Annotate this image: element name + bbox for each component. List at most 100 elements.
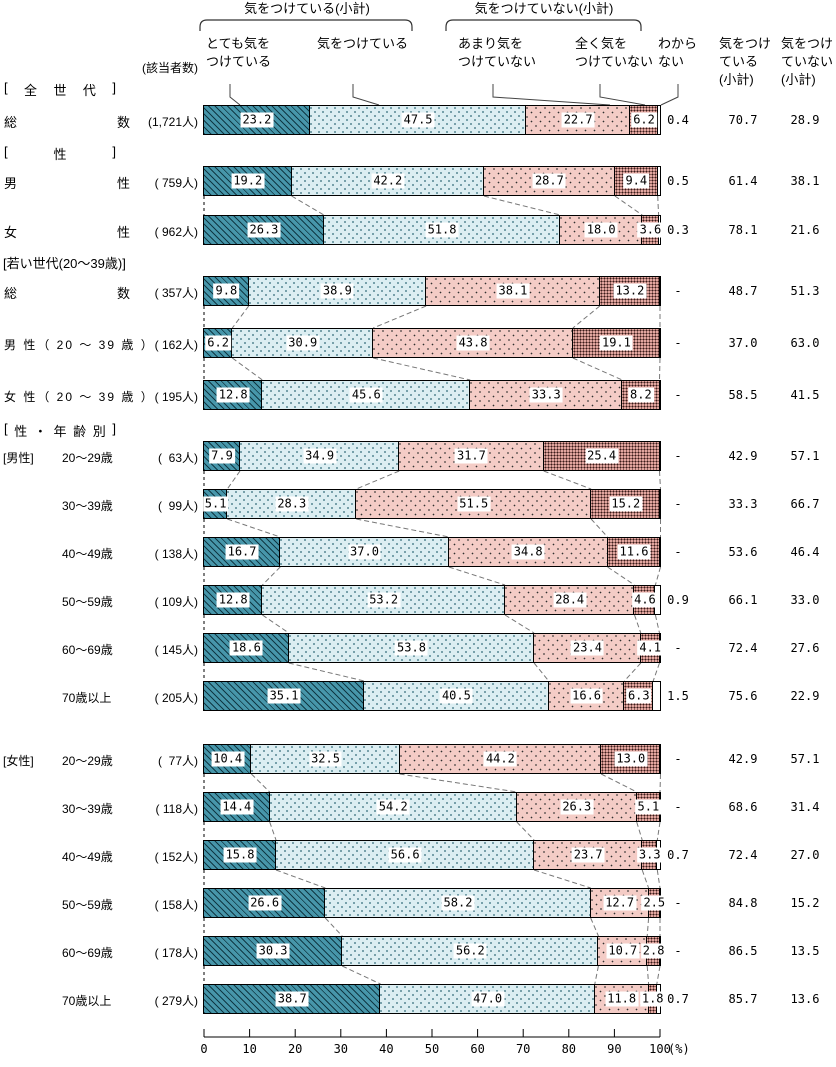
row-label: 総数 <box>4 112 130 131</box>
segment-value-label: 28.7 <box>532 173 566 189</box>
x-tick-label: 50 <box>424 1042 440 1056</box>
row-label: 70歳以上 <box>62 994 112 1008</box>
segment-value-label: 9.8 <box>213 283 240 299</box>
connector-boundary-line <box>533 869 591 889</box>
segment-value-label: 25.4 <box>585 448 619 464</box>
segment-value-label: 1.8 <box>639 991 666 1007</box>
stacked-bar: 7.9 34.9 31.7 25.4 <box>203 441 661 471</box>
stacked-bar: 38.7 47.0 11.8 1.8 <box>203 984 666 1014</box>
unknown-value: - <box>674 752 682 766</box>
row-respondent-count: ( 152人) <box>154 850 198 864</box>
row-label: 女 性（ 20 ～ 39 歳 ） <box>4 390 155 404</box>
segment-value-label: 23.7 <box>571 847 605 863</box>
x-tick-label: 90 <box>607 1042 622 1056</box>
segment-value-label: 38.7 <box>275 991 309 1007</box>
connector-boundary-line <box>624 662 642 682</box>
row-label: 20～29歳 <box>62 451 113 465</box>
segment-value-label: 31.7 <box>454 448 488 464</box>
x-tick-label: 20 <box>287 1042 303 1056</box>
connector-boundary-line <box>504 614 535 634</box>
connector-boundary-line <box>641 869 650 889</box>
segment-value-label: 44.2 <box>483 751 517 767</box>
stacked-bar: 15.8 56.6 23.7 3.3 <box>203 840 663 870</box>
subtotal-careful-value: 72.4 <box>728 641 758 655</box>
connector-boundary-line <box>659 470 661 490</box>
bar-segment-1 <box>262 381 471 409</box>
x-tick-label: 70 <box>515 1042 531 1056</box>
subtotal-careful-value: 84.8 <box>728 896 758 910</box>
segment-value-label: 12.8 <box>216 592 250 608</box>
segment-value-label: 4.1 <box>637 640 664 656</box>
connector-boundary-line <box>324 917 343 937</box>
subtotal-careful-value: 66.1 <box>728 593 758 607</box>
row-label-char: 男 <box>4 176 18 191</box>
connector-boundary-line <box>594 965 599 985</box>
row-label-char: 数 <box>116 286 130 301</box>
row-respondent-count: ( 63人) <box>157 451 198 465</box>
unknown-value: 0.5 <box>667 174 689 188</box>
segment-value-label: 3.3 <box>636 847 663 863</box>
segment-value-label: 5.1 <box>635 799 662 815</box>
unknown-value: 0.4 <box>667 113 689 127</box>
section-header-char: 性 <box>14 424 28 439</box>
segment-value-label: 51.8 <box>425 222 459 238</box>
segment-value-label: 26.3 <box>247 222 281 238</box>
stacked-bar: 12.8 53.2 28.4 4.6 <box>203 585 661 615</box>
segment-value-label: 15.2 <box>609 496 643 512</box>
unknown-value: 0.7 <box>667 992 689 1006</box>
stacked-bar: 35.1 40.5 16.6 6.3 <box>203 681 661 711</box>
subtotal-not-careful-value: 27.0 <box>790 848 820 862</box>
subtotal-not-careful-value: 63.0 <box>790 336 820 350</box>
connector-boundary-line <box>607 566 635 586</box>
subtotal-careful-value: 78.1 <box>728 223 758 237</box>
row-label: 男 性（ 20 ～ 39 歳 ） <box>4 338 155 352</box>
stacked-bar: 10.4 32.5 44.2 13.0 <box>203 744 662 774</box>
row-respondent-count: ( 77人) <box>157 754 198 768</box>
x-tick-label: 100 <box>649 1042 671 1056</box>
stacked-bar: 23.2 47.5 22.7 6.2 <box>203 105 661 135</box>
segment-value-label: 15.8 <box>223 847 257 863</box>
connector-boundary-line <box>646 917 650 937</box>
row-respondent-count: ( 178人) <box>154 946 198 960</box>
bar-segment-2 <box>534 634 641 662</box>
x-tick-label: 60 <box>470 1042 485 1056</box>
section-header: [性] <box>4 144 116 163</box>
row-respondent-count: ( 99人) <box>157 499 198 513</box>
section-header-char: 全 <box>24 83 38 98</box>
row-label: 50～59歳 <box>62 898 113 912</box>
unknown-value: - <box>674 497 682 511</box>
leader-very-careful <box>229 84 241 106</box>
section-header-char: 齢 <box>73 424 87 439</box>
subtotal-careful-value: 86.5 <box>728 944 758 958</box>
brace-careful <box>199 19 413 31</box>
connector-boundary-line <box>226 470 241 490</box>
segment-value-label: 32.5 <box>309 751 342 767</box>
segment-value-label: 30.3 <box>256 943 290 959</box>
section-header-char: ] <box>112 80 116 95</box>
segment-value-label: 2.5 <box>641 895 668 911</box>
x-tick-label: 40 <box>379 1042 394 1056</box>
segment-value-label: 53.2 <box>367 592 401 608</box>
segment-value-label: 12.7 <box>603 895 637 911</box>
subtotal-not-careful-value: 66.7 <box>790 497 820 511</box>
subtotal-careful-value: 42.9 <box>728 449 758 463</box>
bar-segment-2 <box>534 841 643 869</box>
unknown-value: - <box>674 944 682 958</box>
subtotal-not-careful-value: 41.5 <box>790 388 820 402</box>
connector-boundary-line <box>656 869 661 889</box>
bar-segment-2 <box>356 490 592 518</box>
connector-boundary-line <box>448 566 506 586</box>
row-label-char: 総 <box>4 115 18 130</box>
section-header-char: ・ <box>33 424 47 439</box>
connector-boundary-line <box>341 965 381 985</box>
subtotal-not-careful-value: 46.4 <box>790 545 820 559</box>
connector-boundary-line <box>232 357 263 381</box>
subtotal-header-1-line: (小計) <box>781 72 816 87</box>
connector-boundary-line <box>590 917 599 937</box>
section-header-char: [ <box>4 144 8 159</box>
row-label: 60～69歳 <box>62 946 113 960</box>
segment-value-label: 14.4 <box>220 799 254 815</box>
section-header: [全世代] <box>4 80 116 99</box>
connector-boundary-line <box>634 614 642 634</box>
